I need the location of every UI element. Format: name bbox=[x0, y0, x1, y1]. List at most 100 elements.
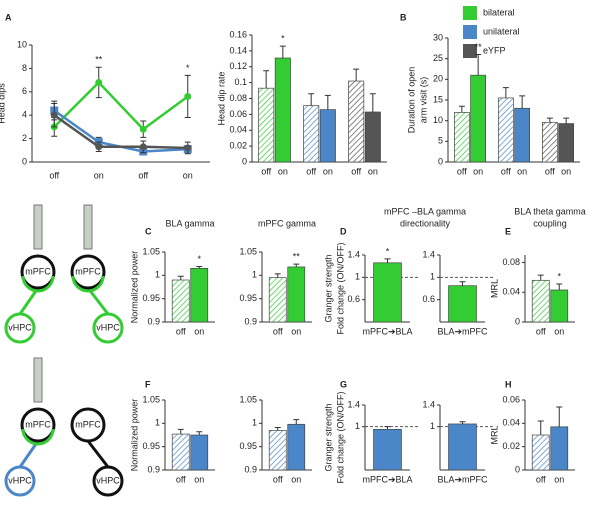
y-tick-label: 0 bbox=[515, 316, 520, 326]
bar bbox=[190, 434, 209, 471]
y-axis-label: MRL bbox=[489, 425, 499, 444]
region-node bbox=[92, 312, 124, 344]
y-tick-label: 30 bbox=[433, 32, 443, 42]
panel-label: B bbox=[400, 12, 407, 22]
error-bar bbox=[274, 273, 281, 278]
bar bbox=[268, 429, 287, 471]
panel-label: E bbox=[505, 226, 511, 236]
y-tick-label: 1.4 bbox=[422, 399, 435, 409]
region-label: vHPC bbox=[8, 475, 32, 485]
x-tick-label: off bbox=[176, 474, 186, 484]
error-bar bbox=[353, 68, 360, 82]
bar bbox=[287, 266, 306, 323]
x-tick-label: off bbox=[306, 166, 316, 176]
y-tick-label: 0.95 bbox=[142, 441, 160, 451]
y-tick-label: 20 bbox=[433, 74, 443, 84]
x-tick-label: BLA➔mPFC bbox=[437, 474, 488, 484]
panel-label: D bbox=[340, 226, 347, 236]
x-tick-label: off bbox=[501, 166, 511, 176]
y-axis-label: Head dips bbox=[0, 83, 6, 124]
y-axis-label: Normalized power bbox=[129, 399, 139, 472]
chart-title: BLA theta gamma bbox=[514, 206, 586, 216]
x-tick-label: BLA➔mPFC bbox=[437, 326, 488, 336]
y-axis-label: Granger strength bbox=[323, 254, 333, 322]
y-tick-label: 0.95 bbox=[142, 293, 160, 303]
y-tick-label: 1.05 bbox=[142, 246, 160, 256]
bar bbox=[531, 434, 550, 471]
error-bar bbox=[458, 105, 465, 113]
error-bar bbox=[279, 45, 286, 59]
error-bar bbox=[537, 274, 544, 281]
y-tick-label: 25 bbox=[433, 53, 443, 63]
error-bar bbox=[459, 281, 466, 286]
y-axis-label: Fold change (ON/OFF) bbox=[335, 391, 345, 483]
region-node bbox=[70, 254, 106, 290]
series-line bbox=[53, 114, 188, 150]
error-bar bbox=[384, 426, 391, 430]
region-node bbox=[92, 465, 124, 497]
legend-swatch bbox=[463, 44, 477, 58]
y-tick-label: 0 bbox=[22, 156, 27, 166]
bar bbox=[319, 109, 336, 163]
error-bar bbox=[475, 54, 482, 76]
significance-label: * bbox=[186, 63, 190, 73]
region-label: mPFC bbox=[25, 266, 51, 276]
optic-fiber bbox=[83, 204, 93, 250]
x-tick-label: off bbox=[536, 326, 546, 336]
region-node bbox=[70, 407, 106, 443]
bar bbox=[558, 123, 574, 163]
projection bbox=[18, 287, 40, 315]
y-tick-label: 0.95 bbox=[239, 441, 257, 451]
bar bbox=[373, 262, 402, 323]
region-label: vHPC bbox=[8, 322, 32, 332]
x-tick-label: on bbox=[473, 166, 483, 176]
panel-label: C bbox=[145, 226, 152, 236]
x-tick-label: mPFC➔BLA bbox=[362, 474, 412, 484]
region-node bbox=[4, 312, 36, 344]
error-bar bbox=[274, 427, 281, 431]
error-bar bbox=[384, 258, 391, 263]
error-bar bbox=[519, 95, 526, 109]
y-tick-label: 0.04 bbox=[502, 287, 520, 297]
y-tick-label: 1.05 bbox=[239, 246, 257, 256]
y-tick-label: 10 bbox=[17, 39, 27, 49]
x-tick-label: off bbox=[138, 170, 148, 180]
error-bar bbox=[324, 94, 331, 110]
opsin-terminal bbox=[21, 428, 55, 446]
significance-label: * bbox=[558, 271, 562, 281]
y-tick-label: 0.95 bbox=[239, 293, 257, 303]
bar bbox=[550, 289, 569, 323]
y-tick-label: 0.08 bbox=[502, 257, 520, 267]
x-tick-label: off bbox=[457, 166, 467, 176]
significance-label: ** bbox=[95, 55, 103, 65]
point bbox=[184, 144, 192, 152]
x-tick-label: on bbox=[278, 166, 288, 176]
legend-swatch bbox=[463, 6, 477, 20]
region-label: mPFC bbox=[75, 266, 101, 276]
bar bbox=[448, 285, 477, 323]
error-bar bbox=[369, 93, 376, 112]
panel-label: F bbox=[145, 379, 151, 389]
legend-label: eYFP bbox=[483, 45, 506, 55]
error-bar bbox=[459, 421, 466, 424]
bar bbox=[550, 426, 569, 471]
y-tick-label: 0.12 bbox=[229, 61, 247, 71]
chart-title: BLA gamma bbox=[165, 218, 214, 228]
bar bbox=[268, 277, 287, 323]
y-tick-label: 0 bbox=[438, 156, 443, 166]
bar bbox=[448, 423, 477, 471]
bar bbox=[531, 279, 550, 323]
y-tick-label: 5 bbox=[438, 136, 443, 146]
y-tick-label: 0.16 bbox=[229, 29, 247, 39]
y-tick-label: 1 bbox=[430, 272, 435, 282]
x-tick-label: off bbox=[351, 166, 361, 176]
y-tick-label: 0.9 bbox=[244, 316, 257, 326]
y-tick-label: 0.02 bbox=[229, 141, 247, 151]
bar bbox=[364, 111, 381, 163]
y-axis-label: Fold change (ON/OFF) bbox=[335, 242, 345, 334]
region-node bbox=[20, 407, 56, 443]
y-axis-label: Normalized power bbox=[129, 251, 139, 324]
y-tick-label: 0.6 bbox=[422, 294, 435, 304]
